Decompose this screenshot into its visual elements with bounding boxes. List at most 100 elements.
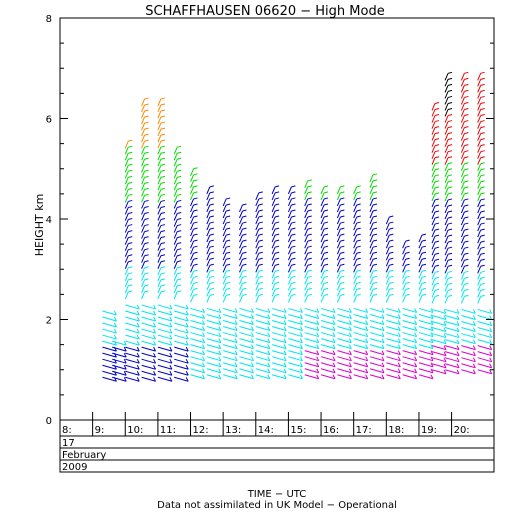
wind-barb (255, 307, 271, 313)
wind-barb (444, 186, 453, 196)
wind-barb (271, 281, 280, 291)
wind-barb (353, 233, 361, 243)
wind-barb (141, 272, 149, 282)
wind-barb (239, 374, 254, 380)
wind-barb (141, 290, 149, 300)
wind-barb (460, 216, 469, 226)
wind-barb (337, 374, 352, 380)
wind-barb (141, 242, 149, 251)
wind-barb (353, 307, 369, 313)
wind-barb (190, 209, 198, 219)
wind-barb (157, 151, 166, 161)
wind-barb (460, 234, 469, 244)
wind-barb (418, 239, 427, 249)
y-tick-label: 0 (46, 416, 52, 427)
wind-barb (460, 288, 469, 298)
wind-barb (206, 374, 222, 380)
wind-barb (174, 316, 189, 322)
wind-barb (477, 339, 493, 345)
wind-barb (431, 138, 440, 147)
wind-barb (431, 351, 447, 357)
wind-barb (337, 332, 352, 338)
wind-barb (320, 362, 336, 368)
wind-barb (157, 272, 166, 282)
wind-barb (336, 185, 345, 195)
wind-barb (431, 120, 440, 129)
wind-barb (206, 326, 222, 332)
date-month: February (62, 450, 106, 461)
wind-barb (141, 304, 157, 310)
wind-barb (255, 281, 263, 291)
wind-barb (239, 281, 247, 291)
wind-barb (336, 269, 345, 279)
wind-barb (125, 328, 140, 334)
wind-barb (402, 368, 418, 374)
wind-barb (239, 356, 254, 362)
wind-barb (477, 216, 485, 226)
wind-barb (206, 227, 214, 237)
wind-barb (157, 157, 166, 167)
wind-barb (255, 239, 263, 249)
wind-barb (141, 248, 149, 257)
wind-barb (124, 151, 133, 161)
wind-barb (174, 358, 189, 364)
wind-barb (477, 101, 485, 111)
wind-barb (157, 322, 173, 328)
wind-barb (353, 344, 369, 350)
wind-barb (304, 320, 320, 325)
wind-barb-layer (102, 71, 493, 382)
wind-barb (206, 203, 214, 213)
wind-barb (460, 204, 469, 214)
wind-barb (141, 97, 149, 107)
wind-barb (206, 338, 222, 344)
wind-barb (336, 281, 345, 291)
wind-barb (304, 269, 312, 279)
wind-barb (431, 270, 440, 280)
wind-barb (477, 162, 485, 171)
wind-barb (141, 358, 157, 364)
wind-barb (173, 163, 182, 173)
date-day: 17 (62, 438, 75, 449)
wind-barb (320, 350, 336, 356)
wind-barb (141, 224, 149, 233)
wind-barb (444, 132, 453, 141)
wind-barb (337, 368, 352, 374)
wind-barb (460, 282, 469, 292)
wind-barb (173, 181, 182, 191)
x-tick-label: 12: (193, 425, 209, 436)
wind-barb (271, 191, 280, 201)
x-tick-label: 14: (258, 425, 274, 436)
wind-barb (477, 351, 493, 357)
wind-barb (173, 266, 182, 275)
wind-barb (141, 212, 149, 221)
wind-barb (444, 369, 460, 375)
wind-barb (206, 263, 214, 273)
x-tick-label: 10: (127, 425, 143, 436)
wind-barb (223, 368, 238, 374)
wind-barb (402, 326, 418, 332)
wind-barb (287, 191, 296, 201)
wind-barb (141, 145, 149, 155)
wind-barb (141, 284, 149, 294)
wind-barb (369, 350, 385, 356)
wind-barb (444, 357, 460, 363)
wind-barb (190, 307, 205, 313)
wind-barb (431, 114, 440, 123)
wind-barb (477, 114, 485, 123)
wind-barb (223, 326, 238, 332)
wind-barb (418, 233, 427, 243)
wind-barb (271, 269, 280, 279)
wind-barb (304, 350, 320, 356)
wind-barb (477, 276, 485, 286)
wind-barb (190, 233, 198, 243)
wind-barb (444, 314, 460, 320)
wind-barb (402, 251, 410, 261)
wind-barb (304, 287, 312, 297)
wind-barb (141, 103, 149, 113)
wind-barb (125, 340, 140, 346)
wind-barb (304, 221, 312, 231)
wind-barb (369, 374, 385, 380)
wind-barb (271, 307, 287, 313)
wind-barb (287, 257, 296, 267)
wind-barb (402, 344, 418, 350)
